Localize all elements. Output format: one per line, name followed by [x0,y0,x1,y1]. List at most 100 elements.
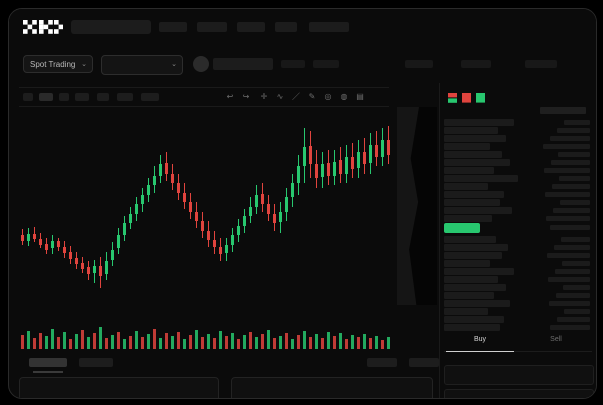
wave-icon[interactable]: ∿ [276,92,284,101]
nav-item-3[interactable] [237,22,265,32]
orderbook-row[interactable] [444,143,592,150]
orderbook-row[interactable] [444,175,592,182]
book-bids-icon[interactable] [476,90,485,103]
redo-icon[interactable]: ↪ [242,92,250,101]
orderbook-amount [554,245,590,250]
stat-4 [461,60,491,68]
volume-bar [309,337,312,349]
candle-body [177,183,180,193]
orderbook-row[interactable] [444,135,592,142]
volume-bar [33,338,36,349]
orderbook-row[interactable] [444,292,592,299]
magnet-icon[interactable]: ◎ [324,92,332,101]
orderbook-row[interactable] [444,199,592,206]
candle-body [117,235,120,249]
volume-bar [69,339,72,349]
timeframe-1[interactable] [23,93,33,101]
orderbook-amount [557,128,590,133]
candle-body [261,193,264,205]
book-asks-icon[interactable] [462,90,471,103]
orderbook-row[interactable] [444,324,592,331]
orderbook-row[interactable] [444,276,592,283]
orders-tab-2[interactable] [79,358,113,367]
orderbook-depth-bar [444,135,506,142]
candle-body [171,173,174,183]
orderbook-row[interactable] [444,207,592,214]
timeframe-6[interactable] [117,93,133,101]
orderbook-depth-bar [444,252,502,259]
orderbook-amount [547,253,590,258]
candle-body [57,241,60,248]
candle-body [309,146,312,164]
orderbook-view-toggle [444,87,594,103]
crosshair-icon[interactable]: ✛ [260,92,268,101]
search-input[interactable] [71,20,151,34]
orderbook-row[interactable] [444,252,592,259]
orders-tab-3[interactable] [367,358,397,367]
orders-tab-1[interactable] [29,358,67,367]
volume-bar [177,332,180,349]
orderbook-amount [563,285,590,290]
orderbook-amount [551,160,590,165]
orderbook-row[interactable] [444,300,592,307]
volume-bar [327,332,330,349]
orders-tab-4[interactable] [409,358,439,367]
trading-pair-selector[interactable]: ⌄ [101,55,183,75]
nav-item-4[interactable] [275,22,297,32]
timeframe-5[interactable] [97,93,109,101]
undo-icon[interactable]: ↩ [226,92,234,101]
market-type-selector[interactable]: Spot Trading ⌄ [23,55,93,73]
nav-item-5[interactable] [309,22,349,32]
last-price [213,58,273,70]
orderbook-row[interactable] [444,183,592,190]
orderbook-row[interactable] [444,167,592,174]
candle-body [33,234,36,239]
tab-sell[interactable]: Sell [550,336,562,343]
pencil-icon[interactable]: ✎ [308,92,316,101]
price-chart[interactable] [19,107,437,357]
orderbook-row[interactable] [444,316,592,323]
price-input[interactable] [444,365,594,385]
orderbook-row[interactable] [444,127,592,134]
eye-icon[interactable]: ◍ [340,92,348,101]
orderbook-row[interactable] [444,215,592,222]
timeframe-4[interactable] [75,93,89,101]
chevron-down-icon: ⌄ [171,61,177,68]
okx-logo[interactable] [23,20,63,34]
candle-body [69,251,72,259]
orderbook-row[interactable] [444,260,592,267]
orderbook-depth-bar [444,268,514,275]
timeframe-7[interactable] [141,93,159,101]
book-both-icon[interactable] [448,90,457,103]
nav-item-1[interactable] [159,22,187,32]
orderbook-row[interactable] [444,268,592,275]
orderbook-row[interactable] [444,151,592,158]
orderbook-row[interactable] [444,236,592,243]
orderbook-row[interactable] [444,119,592,126]
orderbook-row[interactable] [444,191,592,198]
orderbook-row[interactable] [444,159,592,166]
volume-bar [285,333,288,349]
nav-item-2[interactable] [197,22,227,32]
candle-body [123,223,126,236]
timeframe-2[interactable] [39,93,53,101]
trash-icon[interactable]: ▤ [356,92,364,101]
tab-buy[interactable]: Buy [473,336,487,343]
volume-bar [171,336,174,349]
active-tab-underline [33,371,63,373]
candle-body [63,247,66,254]
orderbook-depth-bar [444,215,492,222]
orderbook-row[interactable] [444,284,592,291]
candle-body [357,152,360,168]
candle-body [87,267,90,275]
volume-bar [249,332,252,349]
amount-input[interactable] [444,389,594,398]
orderbook-row[interactable] [444,308,592,315]
volume-bar [147,334,150,349]
timeframe-3[interactable] [59,93,69,101]
candle-body [93,266,96,274]
orders-card-2[interactable] [231,377,433,398]
trendline-icon[interactable]: ／ [292,92,300,101]
orders-card-1[interactable] [19,377,219,398]
orderbook-row[interactable] [444,244,592,251]
